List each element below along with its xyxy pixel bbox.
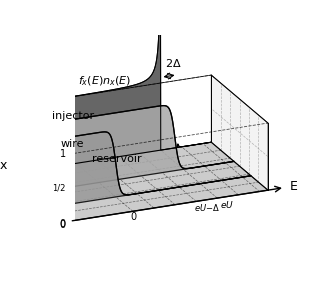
Polygon shape [36,106,234,192]
Text: $2\Delta$: $2\Delta$ [165,57,181,70]
Text: 0: 0 [59,220,66,230]
Text: E: E [289,180,297,193]
Text: reservoir: reservoir [92,154,142,164]
Polygon shape [13,0,211,173]
Text: 0: 0 [59,219,66,228]
Text: 1/2: 1/2 [52,183,66,192]
Text: wire: wire [60,139,84,149]
Text: $eU\!-\!\Delta$: $eU\!-\!\Delta$ [194,202,221,213]
Text: x: x [0,159,7,172]
Text: $eU$: $eU$ [220,199,234,210]
Polygon shape [211,75,268,190]
Text: 0: 0 [131,213,137,222]
Text: injector: injector [52,111,94,121]
Text: 1: 1 [59,149,66,159]
Text: $f_x(E)n_x(E)$: $f_x(E)n_x(E)$ [78,74,131,88]
Polygon shape [13,142,268,221]
Polygon shape [53,132,251,207]
